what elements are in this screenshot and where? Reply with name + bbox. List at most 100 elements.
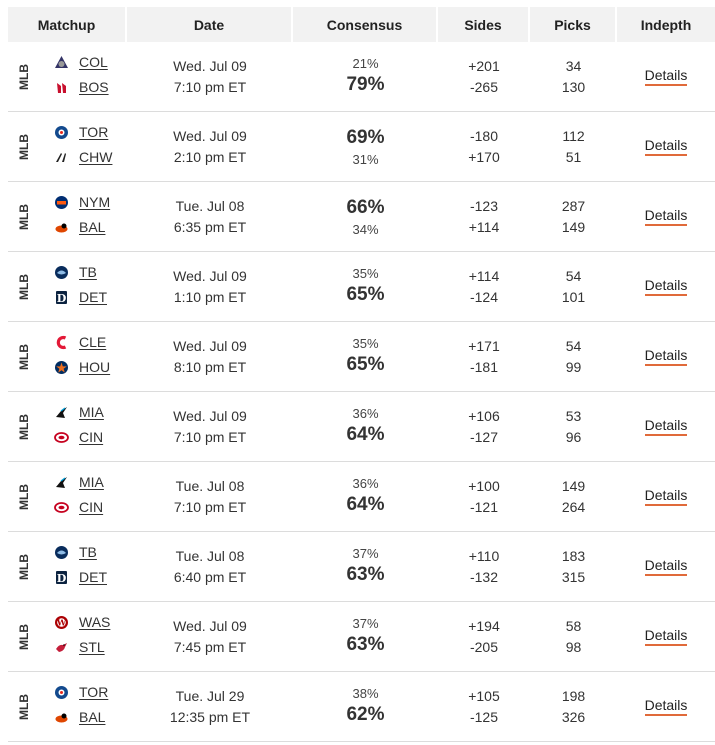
away-team-abbr[interactable]: TOR	[79, 684, 109, 700]
sides-cell: +194 -205	[438, 602, 530, 671]
indepth-cell: Details	[617, 532, 715, 601]
header-sides[interactable]: Sides	[438, 7, 530, 42]
game-day: Wed. Jul 09	[173, 617, 247, 634]
home-team-abbr[interactable]: BAL	[79, 219, 106, 235]
header-consensus[interactable]: Consensus	[293, 7, 438, 42]
home-odds: -125	[469, 708, 499, 725]
game-day: Wed. Jul 09	[173, 127, 247, 144]
reds-logo-icon	[54, 500, 69, 515]
home-team-abbr[interactable]: CHW	[79, 149, 113, 165]
game-day: Wed. Jul 09	[173, 57, 247, 74]
away-odds: +105	[468, 687, 500, 704]
away-team-abbr[interactable]: MIA	[79, 404, 104, 420]
home-odds: -265	[469, 78, 499, 95]
away-team[interactable]: MIA	[54, 474, 104, 490]
home-team[interactable]: D DET	[54, 569, 107, 585]
date-cell: Wed. Jul 09 7:10 pm ET	[127, 392, 293, 461]
away-team[interactable]: COL	[54, 54, 108, 70]
away-team[interactable]: W WAS	[54, 614, 110, 630]
home-team-abbr[interactable]: STL	[79, 639, 105, 655]
home-picks: 264	[561, 498, 586, 515]
rockies-logo-icon	[54, 55, 69, 70]
home-team-abbr[interactable]: CIN	[79, 499, 104, 515]
home-team[interactable]: D DET	[54, 289, 107, 305]
details-link[interactable]: Details	[644, 557, 688, 576]
home-team-abbr[interactable]: DET	[79, 569, 107, 585]
home-team-abbr[interactable]: BOS	[79, 79, 109, 95]
header-matchup[interactable]: Matchup	[8, 7, 127, 42]
details-link[interactable]: Details	[644, 277, 688, 296]
home-team[interactable]: STL	[54, 639, 105, 655]
astros-logo-icon	[54, 360, 69, 375]
details-link[interactable]: Details	[644, 137, 688, 156]
reds-logo-icon	[54, 430, 69, 445]
home-team[interactable]: BAL	[54, 219, 105, 235]
away-odds: +106	[468, 407, 500, 424]
header-indepth: Indepth	[640, 16, 692, 33]
matchup-cell: MLB W WAS STL	[8, 602, 127, 671]
away-team[interactable]: CLE	[54, 334, 106, 350]
away-consensus-pct: 36%	[352, 406, 379, 421]
date-cell: Tue. Jul 08 6:35 pm ET	[127, 182, 293, 251]
indepth-cell: Details	[617, 462, 715, 531]
marlins-logo-icon	[54, 405, 69, 420]
matchup-cell: MLB MIA CIN	[8, 392, 127, 461]
home-team-abbr[interactable]: DET	[79, 289, 107, 305]
away-team-abbr[interactable]: WAS	[79, 614, 111, 630]
game-time: 6:35 pm ET	[173, 218, 247, 235]
away-team[interactable]: TOR	[54, 684, 108, 700]
table-row: MLB CLE HOU Wed. Jul 09 8:10 pm ET 35% 65% +171…	[8, 322, 715, 392]
home-team[interactable]: BOS	[54, 79, 109, 95]
game-day: Wed. Jul 09	[173, 337, 247, 354]
league-label: MLB	[17, 553, 31, 580]
indepth-cell: Details	[617, 252, 715, 321]
date-cell: Wed. Jul 09 1:10 pm ET	[127, 252, 293, 321]
consensus-cell: 35% 65%	[293, 252, 438, 321]
details-link[interactable]: Details	[644, 697, 688, 716]
home-team[interactable]: CIN	[54, 499, 103, 515]
home-team-abbr[interactable]: HOU	[79, 359, 111, 375]
blue-jays-logo-icon	[54, 685, 69, 700]
away-consensus-pct: 38%	[352, 686, 379, 701]
away-picks: 183	[561, 547, 586, 564]
consensus-cell: 35% 65%	[293, 322, 438, 391]
away-team-abbr[interactable]: NYM	[79, 194, 111, 210]
away-team-abbr[interactable]: COL	[79, 54, 108, 70]
away-team-abbr[interactable]: TB	[79, 264, 97, 280]
away-team-abbr[interactable]: CLE	[79, 334, 107, 350]
away-team[interactable]: MIA	[54, 404, 104, 420]
table-row: MLB TOR BAL Tue. Jul 29 12:35 pm ET 38% 62% +10…	[8, 672, 715, 742]
home-consensus-pct: 31%	[352, 152, 379, 167]
away-team[interactable]: NYM	[54, 194, 110, 210]
consensus-cell: 69% 31%	[293, 112, 438, 181]
away-team[interactable]: TB	[54, 544, 97, 560]
consensus-cell: 37% 63%	[293, 602, 438, 671]
header-date[interactable]: Date	[127, 7, 293, 42]
away-team[interactable]: TOR	[54, 124, 108, 140]
picks-cell: 112 51	[530, 112, 617, 181]
game-day: Wed. Jul 09	[173, 407, 247, 424]
header-picks[interactable]: Picks	[530, 7, 617, 42]
table-row: MLB MIA CIN Wed. Jul 09 7:10 pm ET 36% 64% +106…	[8, 392, 715, 462]
away-team-abbr[interactable]: MIA	[79, 474, 104, 490]
home-team[interactable]: CIN	[54, 429, 103, 445]
details-link[interactable]: Details	[644, 487, 688, 506]
away-odds: +194	[468, 617, 500, 634]
home-consensus-pct: 34%	[352, 222, 379, 237]
details-link[interactable]: Details	[644, 347, 688, 366]
away-team-abbr[interactable]: TOR	[79, 124, 109, 140]
home-team[interactable]: BAL	[54, 709, 105, 725]
home-team-abbr[interactable]: BAL	[79, 709, 106, 725]
game-day: Tue. Jul 08	[175, 547, 245, 564]
details-link[interactable]: Details	[644, 417, 688, 436]
sides-cell: +171 -181	[438, 322, 530, 391]
details-link[interactable]: Details	[644, 627, 688, 646]
away-team-abbr[interactable]: TB	[79, 544, 97, 560]
details-link[interactable]: Details	[644, 207, 688, 226]
home-team[interactable]: HOU	[54, 359, 110, 375]
away-team[interactable]: TB	[54, 264, 97, 280]
home-team[interactable]: CHW	[54, 149, 112, 165]
details-link[interactable]: Details	[644, 67, 688, 86]
home-team-abbr[interactable]: CIN	[79, 429, 104, 445]
picks-cell: 149 264	[530, 462, 617, 531]
